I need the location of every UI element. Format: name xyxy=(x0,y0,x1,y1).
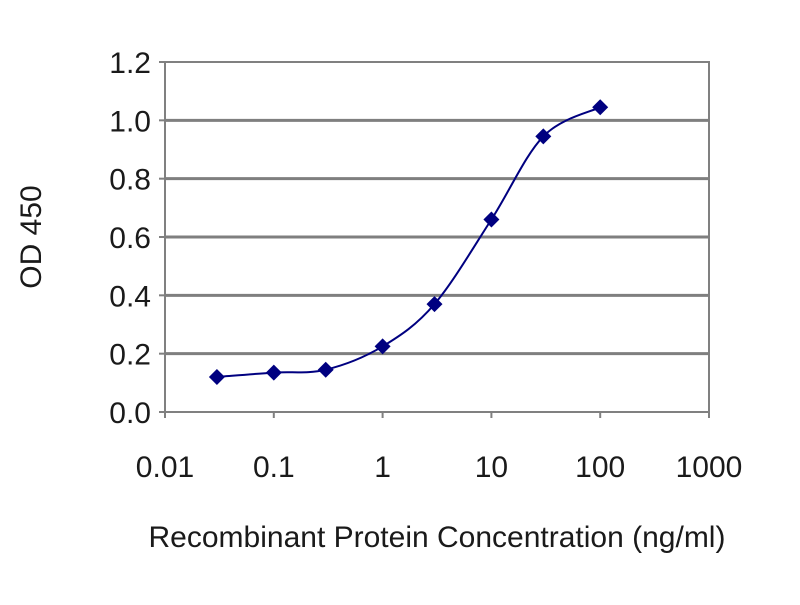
data-point-marker xyxy=(535,128,552,145)
data-point-marker xyxy=(208,369,225,385)
x-tick-label: 1 xyxy=(374,451,391,484)
data-point-marker xyxy=(265,364,282,381)
y-tick-label: 0.6 xyxy=(109,222,151,255)
x-axis-ticks: 0.01 0.1 1 10 100 1000 xyxy=(136,412,743,484)
x-tick-label: 1000 xyxy=(676,451,743,484)
series-layer xyxy=(208,99,609,385)
data-point-marker xyxy=(317,361,334,378)
series-line xyxy=(216,106,601,378)
data-point-marker xyxy=(483,211,500,228)
y-tick-label: 0.0 xyxy=(109,397,151,430)
x-tick-label: 0.01 xyxy=(136,451,194,484)
data-point-marker xyxy=(426,296,443,313)
x-tick-label: 100 xyxy=(575,451,625,484)
y-tick-label: 0.8 xyxy=(109,164,151,197)
y-axis-ticks: 0.0 0.2 0.4 0.6 0.8 1.0 1.2 xyxy=(109,47,165,430)
y-tick-label: 1.0 xyxy=(109,105,151,138)
data-point-marker xyxy=(374,338,391,355)
gridlines xyxy=(165,118,709,356)
x-tick-label: 0.1 xyxy=(253,451,295,484)
x-tick-label: 10 xyxy=(475,451,508,484)
x-axis-title: Recombinant Protein Concentration (ng/ml… xyxy=(149,521,726,554)
y-axis-title: OD 450 xyxy=(15,185,48,288)
data-point-marker xyxy=(592,99,609,116)
y-tick-label: 1.2 xyxy=(109,47,151,80)
y-tick-label: 0.4 xyxy=(109,280,151,313)
y-tick-label: 0.2 xyxy=(109,339,151,372)
